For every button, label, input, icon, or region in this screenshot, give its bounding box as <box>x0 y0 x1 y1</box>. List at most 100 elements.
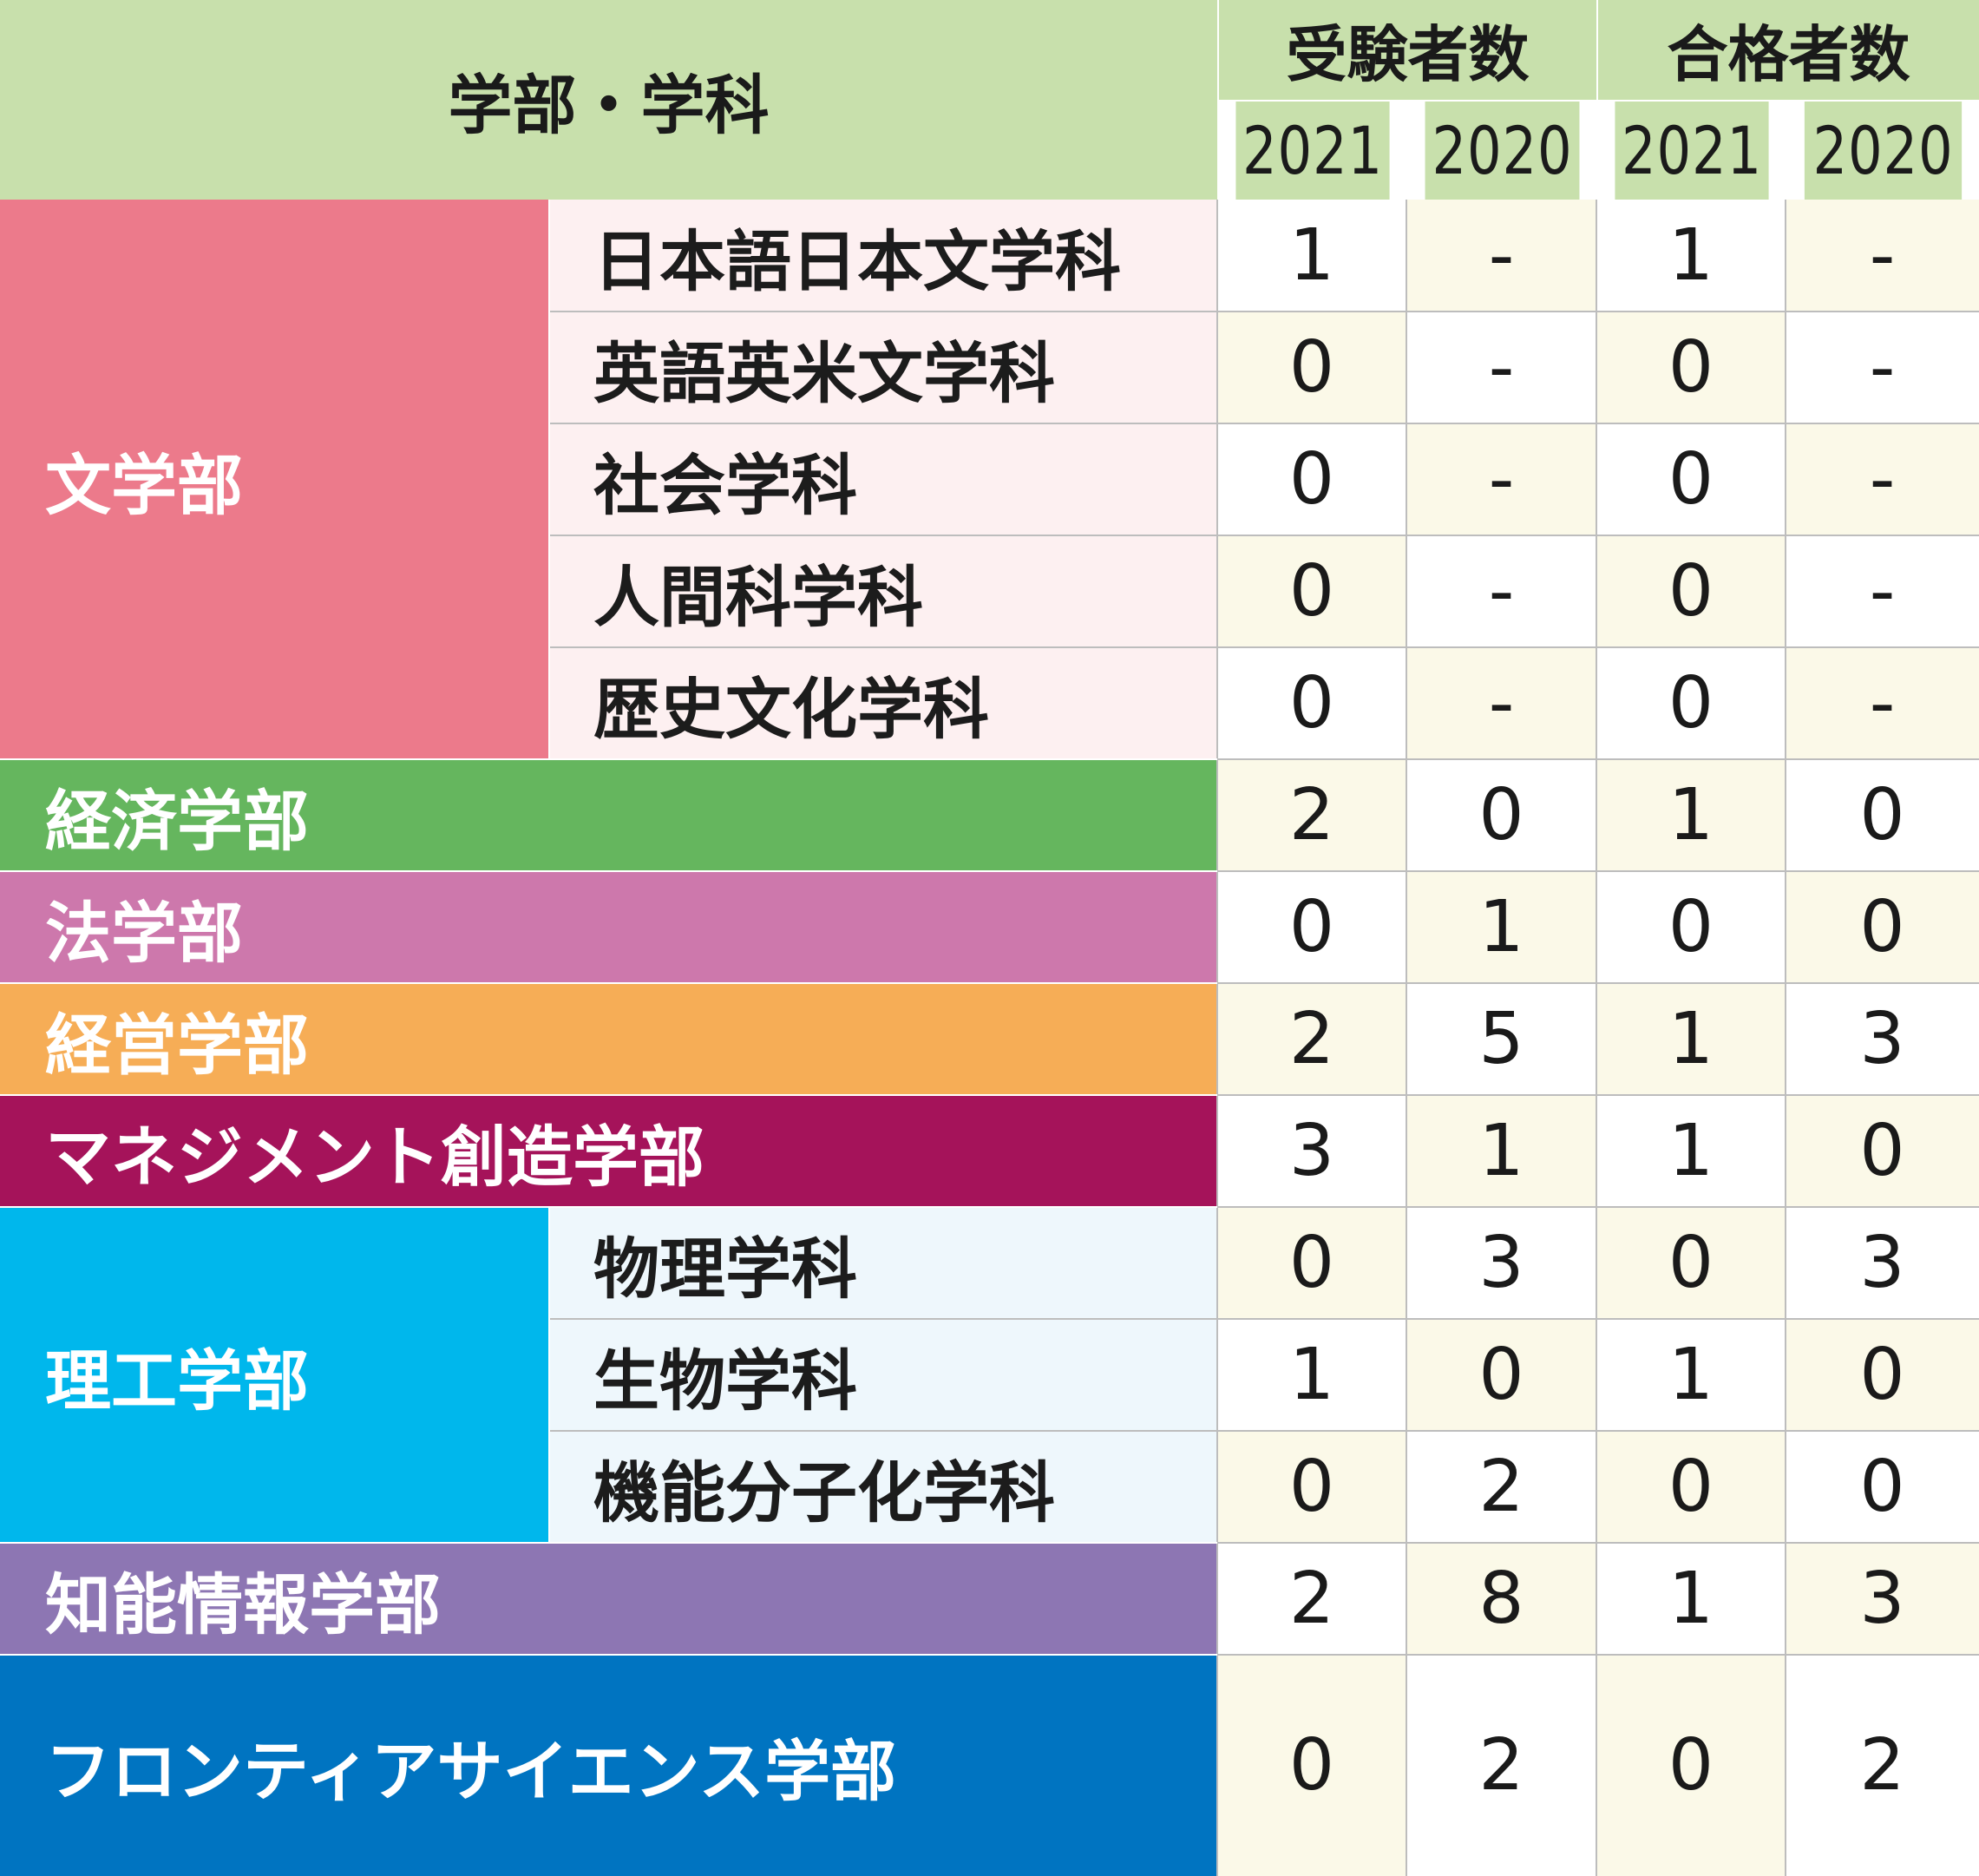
value-cell: 0 <box>1217 1655 1406 1876</box>
grid-line <box>1217 535 1979 536</box>
applicants-group-header: 受験者数 <box>1219 0 1596 100</box>
value-cell: 0 <box>1596 871 1786 983</box>
grid-line <box>1216 200 1218 1876</box>
header-divider <box>1786 102 1787 200</box>
row-divider <box>0 870 1217 872</box>
value-cell: 0 <box>1217 535 1406 647</box>
value-cell: 1 <box>1406 871 1596 983</box>
grid-line <box>1785 200 1786 1876</box>
row-divider <box>0 1206 1217 1208</box>
department-name: 機能分子化学科 <box>550 1431 1217 1543</box>
grid-line <box>1217 870 1979 872</box>
value-cell: - <box>1786 200 1979 312</box>
value-cell: 0 <box>1217 312 1406 423</box>
value-cell: 1 <box>1596 1319 1786 1431</box>
value-cell: 0 <box>1217 423 1406 535</box>
value-cell: - <box>1406 647 1596 759</box>
row-divider <box>0 1094 1217 1096</box>
value-cell: 2 <box>1786 1655 1979 1876</box>
grid-line <box>1217 758 1979 760</box>
table-title-header: 学部・学科 <box>0 0 1217 200</box>
value-cell: 0 <box>1596 535 1786 647</box>
passed-group-header: 合格者数 <box>1598 0 1979 100</box>
value-cell: - <box>1786 535 1979 647</box>
header-divider <box>1217 0 1219 200</box>
value-cell: 0 <box>1786 1319 1979 1431</box>
value-cell: 0 <box>1786 1095 1979 1207</box>
grid-line <box>1217 1318 1979 1320</box>
faculty-name: 経営学部 <box>0 983 1217 1095</box>
value-cell: 0 <box>1596 1655 1786 1876</box>
value-cell: 0 <box>1217 1207 1406 1319</box>
department-name: 人間科学科 <box>550 535 1217 647</box>
faculty-name: マネジメント創造学部 <box>0 1095 1217 1207</box>
row-divider <box>0 758 1217 760</box>
value-cell: 0 <box>1217 871 1406 983</box>
row-divider <box>550 311 1217 312</box>
value-cell: 0 <box>1786 1431 1979 1543</box>
value-cell: 2 <box>1217 759 1406 871</box>
value-cell: 1 <box>1596 983 1786 1095</box>
faculty-name: フロンティアサイエンス学部 <box>0 1655 1217 1876</box>
value-cell: - <box>1406 312 1596 423</box>
faculty-divider <box>548 200 550 759</box>
row-divider <box>0 1542 1217 1544</box>
value-cell: 0 <box>1406 759 1596 871</box>
grid-line <box>1217 1206 1979 1208</box>
department-name: 社会学科 <box>550 423 1217 535</box>
value-cell: 5 <box>1406 983 1596 1095</box>
value-cell: 0 <box>1786 871 1979 983</box>
department-name: 物理学科 <box>550 1207 1217 1319</box>
value-cell: - <box>1786 312 1979 423</box>
faculty-name: 経済学部 <box>0 759 1217 871</box>
value-cell: - <box>1406 200 1596 312</box>
value-cell: 0 <box>1596 1207 1786 1319</box>
row-divider <box>550 646 1217 648</box>
faculty-name: 法学部 <box>0 871 1217 983</box>
value-cell: 1 <box>1217 200 1406 312</box>
department-name: 歴史文化学科 <box>550 647 1217 759</box>
value-cell: 3 <box>1786 1543 1979 1655</box>
grid-line <box>1217 646 1979 648</box>
row-divider <box>550 1430 1217 1432</box>
value-cell: 0 <box>1596 647 1786 759</box>
grid-line <box>1217 982 1979 984</box>
grid-line <box>1217 1654 1979 1656</box>
value-cell: 1 <box>1596 1095 1786 1207</box>
year-header-applicants-2021: 2021 <box>1235 102 1390 200</box>
value-cell: 2 <box>1217 983 1406 1095</box>
value-cell: 1 <box>1406 1095 1596 1207</box>
department-name: 日本語日本文学科 <box>550 200 1217 312</box>
value-cell: - <box>1406 535 1596 647</box>
grid-line <box>1217 1430 1979 1432</box>
grid-line <box>1596 200 1597 1876</box>
value-cell: - <box>1786 423 1979 535</box>
value-cell: 3 <box>1786 983 1979 1095</box>
value-cell: 0 <box>1596 423 1786 535</box>
year-header-applicants-2020: 2020 <box>1425 102 1580 200</box>
department-name: 英語英米文学科 <box>550 312 1217 423</box>
grid-line <box>1217 423 1979 424</box>
grid-line <box>1217 1094 1979 1096</box>
year-header-passed-2020: 2020 <box>1804 102 1963 200</box>
row-divider <box>550 1318 1217 1320</box>
value-cell: 1 <box>1596 1543 1786 1655</box>
value-cell: 8 <box>1406 1543 1596 1655</box>
header-divider <box>1219 100 1979 102</box>
value-cell: - <box>1786 647 1979 759</box>
value-cell: 0 <box>1217 647 1406 759</box>
faculty-name: 文学部 <box>0 200 548 759</box>
value-cell: 3 <box>1217 1095 1406 1207</box>
value-cell: 2 <box>1217 1543 1406 1655</box>
faculty-name: 理工学部 <box>0 1207 548 1543</box>
grid-line <box>1217 311 1979 312</box>
row-divider <box>0 1654 1217 1656</box>
value-cell: 0 <box>1217 1431 1406 1543</box>
grid-line <box>1217 1542 1979 1544</box>
value-cell: 0 <box>1786 759 1979 871</box>
value-cell: 2 <box>1406 1431 1596 1543</box>
value-cell: 1 <box>1596 759 1786 871</box>
faculty-divider <box>548 1207 550 1543</box>
value-cell: 0 <box>1596 1431 1786 1543</box>
value-cell: 2 <box>1406 1655 1596 1876</box>
